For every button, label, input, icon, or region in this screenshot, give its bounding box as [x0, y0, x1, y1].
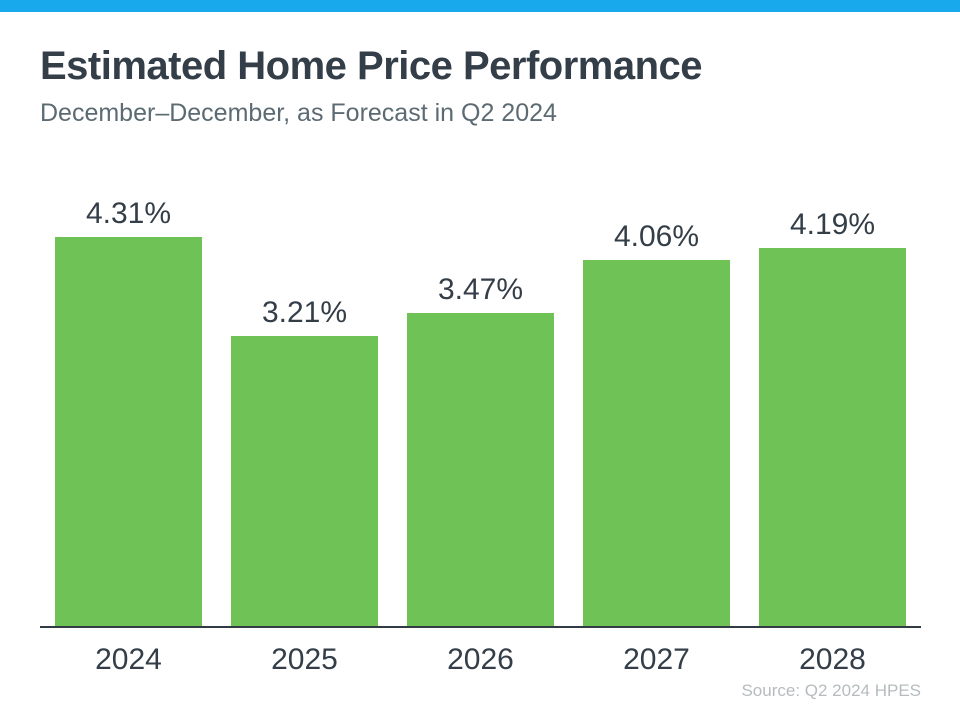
bar-2027 — [583, 260, 730, 626]
source-note: Source: Q2 2024 HPES — [741, 681, 921, 700]
x-tick-label: 2027 — [623, 643, 690, 676]
top-accent-bar — [0, 0, 960, 12]
x-axis-line — [40, 626, 921, 628]
x-tick-label: 2025 — [271, 643, 338, 676]
x-tick-label: 2028 — [799, 643, 866, 676]
bar-value-label: 3.21% — [261, 296, 348, 329]
x-tick-label: 2026 — [447, 643, 514, 676]
bar-2025 — [231, 336, 378, 626]
bar-value-label: 4.06% — [613, 220, 700, 253]
bar-2024 — [55, 237, 202, 626]
bar-2028 — [759, 248, 906, 626]
bar-value-label: 3.47% — [437, 273, 524, 306]
bar-2026 — [407, 313, 554, 626]
page-subtitle: December–December, as Forecast in Q2 202… — [40, 99, 557, 127]
bar-value-label: 4.31% — [85, 197, 172, 230]
page-title: Estimated Home Price Performance — [40, 44, 703, 88]
x-tick-label: 2024 — [95, 643, 162, 676]
bar-value-label: 4.19% — [789, 208, 876, 241]
